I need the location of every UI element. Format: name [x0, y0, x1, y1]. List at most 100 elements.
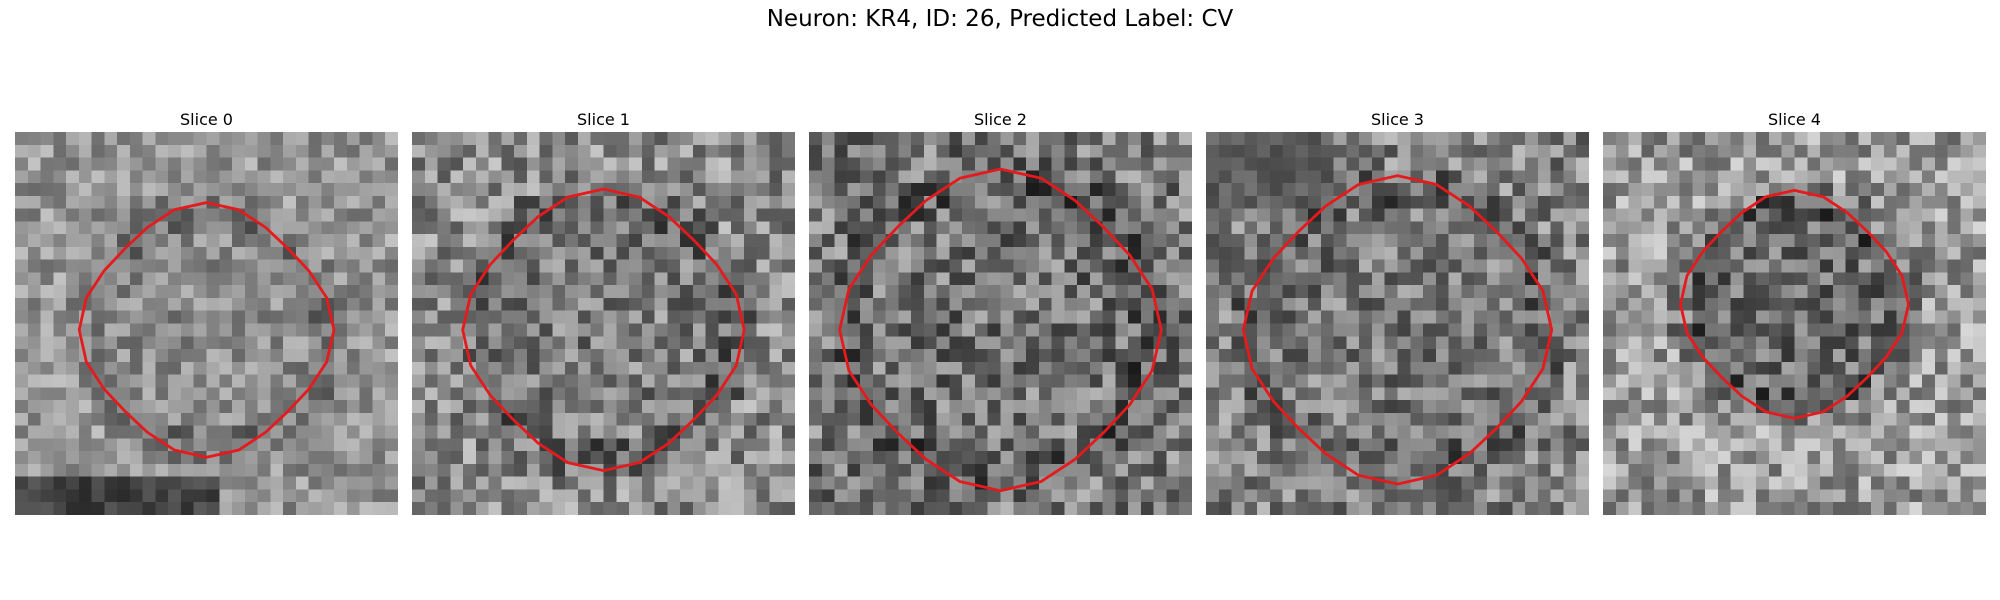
image-pixel [718, 297, 732, 311]
image-pixel [539, 272, 553, 286]
image-pixel [66, 361, 80, 375]
image-pixel [1858, 438, 1872, 452]
image-pixel [1768, 157, 1782, 171]
image-pixel [244, 170, 258, 184]
image-pixel [1051, 208, 1065, 222]
image-pixel [1576, 132, 1589, 146]
image-pixel [1781, 246, 1795, 260]
image-pixel [1947, 438, 1961, 452]
image-pixel [193, 170, 207, 184]
image-pixel [1692, 374, 1706, 388]
image-pixel [1768, 132, 1782, 146]
image-pixel [1909, 157, 1923, 171]
image-pixel [270, 221, 284, 235]
image-pixel [1922, 489, 1936, 503]
image-pixel [1244, 476, 1258, 490]
image-pixel [1128, 489, 1142, 503]
image-pixel [1832, 285, 1846, 299]
image-pixel [1666, 208, 1680, 222]
image-pixel [616, 476, 630, 490]
image-pixel [206, 323, 220, 337]
image-pixel [1013, 246, 1027, 260]
image-pixel [283, 208, 297, 222]
image-pixel [1692, 361, 1706, 375]
image-pixel [129, 246, 143, 260]
image-pixel [1563, 400, 1577, 414]
image-pixel [872, 502, 886, 515]
image-pixel [577, 438, 591, 452]
image-pixel [1384, 246, 1398, 260]
image-pixel [463, 387, 477, 401]
image-pixel [756, 502, 770, 515]
image-pixel [1038, 374, 1052, 388]
image-pixel [1064, 157, 1078, 171]
image-pixel [334, 476, 348, 490]
image-pixel [104, 157, 118, 171]
image-pixel [962, 297, 976, 311]
image-pixel [91, 132, 105, 146]
image-pixel [206, 183, 220, 197]
image-pixel [1705, 195, 1719, 209]
image-pixel [1871, 502, 1885, 515]
image-pixel [1973, 297, 1986, 311]
image-pixel [1550, 195, 1564, 209]
image-pixel [270, 208, 284, 222]
image-pixel [821, 361, 835, 375]
image-pixel [514, 183, 528, 197]
image-pixel [1947, 374, 1961, 388]
image-pixel [1820, 221, 1834, 235]
image-pixel [1883, 425, 1897, 439]
image-pixel [1537, 170, 1551, 184]
image-pixel [1947, 221, 1961, 235]
image-pixel [743, 425, 757, 439]
image-pixel [53, 310, 67, 324]
image-pixel [385, 208, 398, 222]
image-pixel [66, 476, 80, 490]
image-pixel [437, 374, 451, 388]
image-pixel [66, 208, 80, 222]
image-pixel [705, 349, 719, 363]
image-pixel [372, 336, 386, 350]
image-pixel [936, 336, 950, 350]
image-pixel [270, 234, 284, 248]
image-pixel [1947, 412, 1961, 426]
image-pixel [949, 412, 963, 426]
image-pixel [1717, 195, 1731, 209]
image-pixel [244, 285, 258, 299]
image-pixel [15, 323, 29, 337]
image-pixel [1717, 323, 1731, 337]
image-pixel [385, 476, 398, 490]
image-pixel [206, 476, 220, 490]
image-pixel [872, 195, 886, 209]
image-pixel [1295, 195, 1309, 209]
image-pixel [565, 183, 579, 197]
image-pixel [78, 323, 92, 337]
image-pixel [1756, 323, 1770, 337]
image-pixel [769, 272, 783, 286]
image-pixel [1089, 272, 1103, 286]
image-pixel [463, 425, 477, 439]
image-pixel [539, 349, 553, 363]
image-pixel [1832, 221, 1846, 235]
image-pixel [1615, 272, 1629, 286]
image-pixel [168, 221, 182, 235]
image-pixel [66, 463, 80, 477]
image-pixel [129, 336, 143, 350]
image-pixel [641, 259, 655, 273]
image-pixel [501, 425, 515, 439]
image-pixel [321, 374, 335, 388]
image-pixel [1679, 259, 1693, 273]
image-pixel [962, 208, 976, 222]
image-pixel [629, 349, 643, 363]
image-pixel [526, 451, 540, 465]
image-pixel [603, 234, 617, 248]
image-pixel [1883, 195, 1897, 209]
image-pixel [898, 132, 912, 146]
image-pixel [539, 144, 553, 158]
image-pixel [1346, 489, 1360, 503]
image-pixel [974, 183, 988, 197]
image-pixel [654, 132, 668, 146]
image-pixel [1474, 476, 1488, 490]
image-pixel [155, 259, 169, 273]
image-pixel [769, 144, 783, 158]
